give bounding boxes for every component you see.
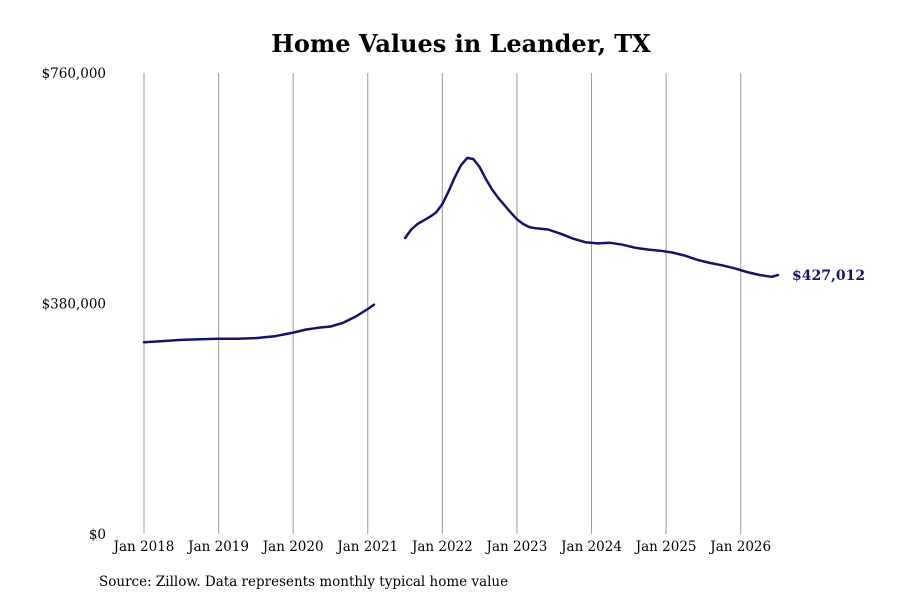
series-line: [142, 303, 376, 344]
y-tick-label: $380,000: [42, 297, 106, 313]
end-value-label: $427,012: [792, 268, 865, 284]
x-tick-label: Jan 2023: [485, 539, 548, 555]
y-axis-ticks: $0 $380,000 $760,000: [42, 66, 106, 543]
x-tick-label: Jan 2024: [559, 539, 622, 555]
x-tick-label: Jan 2018: [112, 539, 175, 555]
x-tick-label: Jan 2019: [186, 539, 249, 555]
x-tick-label: Jan 2025: [634, 539, 697, 555]
chart-title: Home Values in Leander, TX: [271, 29, 651, 58]
series-line: [403, 156, 780, 279]
gridlines: [143, 73, 742, 534]
annotations: $427,012: [792, 268, 865, 284]
x-tick-label: Jan 2020: [261, 539, 324, 555]
x-tick-label: Jan 2026: [708, 539, 771, 555]
x-tick-label: Jan 2021: [335, 539, 398, 555]
x-tick-label: Jan 2022: [410, 539, 473, 555]
source-note: Source: Zillow. Data represents monthly …: [99, 574, 508, 590]
y-tick-label: $0: [89, 527, 106, 543]
y-tick-label: $760,000: [42, 66, 106, 82]
x-axis-ticks: Jan 2018 Jan 2019 Jan 2020 Jan 2021 Jan 2022…: [112, 539, 772, 555]
series-lines: [142, 156, 780, 344]
